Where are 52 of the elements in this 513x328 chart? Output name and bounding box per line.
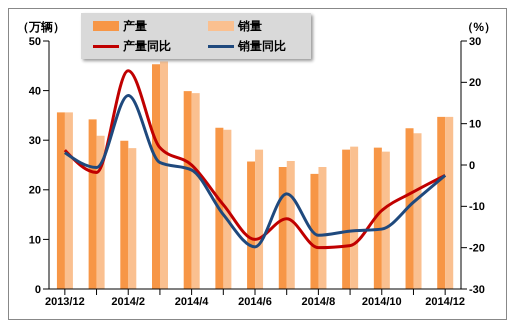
bar bbox=[152, 64, 160, 289]
bar bbox=[184, 91, 192, 289]
y-tick-label: 30 bbox=[28, 135, 41, 148]
bar bbox=[406, 128, 414, 289]
y2-tick-label: 10 bbox=[469, 118, 482, 131]
y-tick-label: 10 bbox=[28, 234, 41, 246]
bar bbox=[414, 133, 422, 289]
y2-tick-label: 20 bbox=[469, 77, 482, 90]
bar bbox=[223, 130, 232, 289]
bar bbox=[96, 136, 105, 289]
bar bbox=[382, 152, 390, 289]
legend-label: 产量 bbox=[123, 18, 147, 34]
bar bbox=[128, 148, 136, 289]
y2-tick-label: -30 bbox=[469, 284, 485, 296]
x-tick-label: 2013/12 bbox=[44, 296, 85, 308]
bar bbox=[120, 140, 128, 289]
bar bbox=[64, 112, 73, 289]
bar bbox=[445, 116, 454, 289]
bar bbox=[88, 119, 97, 289]
x-tick-label: 2014/12 bbox=[425, 296, 466, 308]
y2-tick-label: 0 bbox=[469, 160, 476, 172]
y2-axis-title: （%） bbox=[461, 19, 496, 36]
x-tick-label: 2014/6 bbox=[238, 296, 272, 308]
bar bbox=[247, 162, 256, 289]
y-tick-label: 0 bbox=[34, 284, 41, 296]
legend-label: 销量同比 bbox=[238, 38, 286, 54]
bar bbox=[278, 166, 287, 289]
y2-tick-label: -10 bbox=[469, 201, 485, 214]
x-tick-label: 2014/2 bbox=[111, 296, 146, 308]
y2-tick-label: -20 bbox=[469, 242, 485, 255]
y-tick-label: 40 bbox=[28, 86, 41, 98]
bar bbox=[437, 116, 446, 289]
legend-label: 产量同比 bbox=[123, 38, 171, 54]
y2-tick-label: 30 bbox=[469, 36, 482, 48]
bar bbox=[192, 93, 200, 289]
y-tick-label: 20 bbox=[28, 184, 41, 197]
bar bbox=[318, 166, 326, 289]
bar bbox=[342, 150, 350, 289]
x-tick-label: 2014/10 bbox=[362, 296, 402, 308]
bar bbox=[56, 112, 65, 289]
x-tick-label: 2014/8 bbox=[302, 296, 336, 308]
bar bbox=[286, 161, 295, 289]
bar bbox=[160, 61, 168, 289]
legend-label: 销量 bbox=[238, 18, 262, 34]
bar bbox=[255, 150, 264, 289]
bar bbox=[310, 174, 318, 289]
bar bbox=[374, 148, 382, 289]
y-axis-title: （万辆） bbox=[17, 19, 65, 36]
y-tick-label: 50 bbox=[28, 36, 41, 48]
bar bbox=[350, 146, 358, 289]
bar bbox=[215, 128, 224, 289]
x-tick-label: 2014/4 bbox=[174, 296, 210, 308]
